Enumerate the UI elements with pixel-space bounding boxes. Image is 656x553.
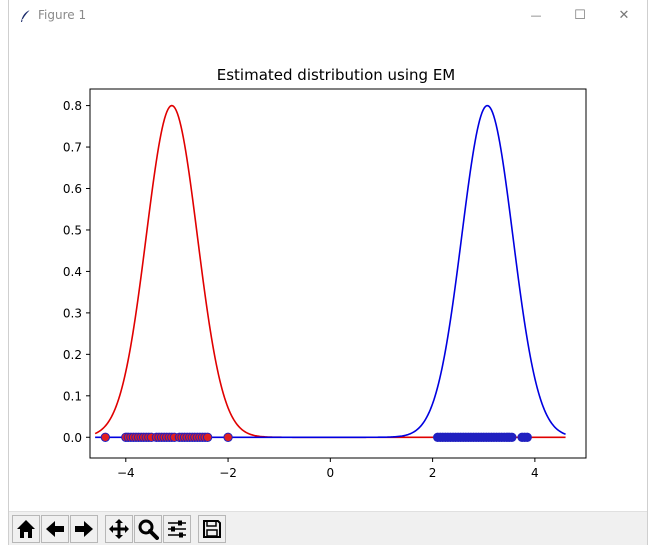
feather-icon — [19, 8, 33, 22]
x-tick-label: −2 — [219, 466, 237, 480]
navigation-toolbar — [9, 511, 647, 545]
chart-title: Estimated distribution using EM — [217, 66, 456, 84]
scatter-point-1-29 — [507, 432, 517, 442]
close-button[interactable]: ✕ — [601, 0, 647, 31]
x-tick-label: 0 — [327, 466, 335, 480]
minimize-icon: — — [530, 9, 542, 22]
back-button[interactable] — [41, 515, 69, 543]
arrow-right-icon — [75, 521, 93, 537]
y-tick-label: 0.0 — [63, 431, 82, 445]
chart-svg: Estimated distribution using EM −4 −2 0 2 4 0… — [63, 66, 587, 480]
plot-area — [94, 104, 566, 442]
x-tick-label: 4 — [531, 466, 539, 480]
axis-ticks: −4 −2 0 2 4 0.0 0.1 0.2 0.3 0.4 0.5 0.6 0.7 0.8 — [63, 99, 539, 480]
maximize-button[interactable]: ☐ — [557, 0, 603, 31]
series-line-1 — [95, 104, 566, 439]
y-tick-label: 0.3 — [63, 306, 82, 320]
move-icon — [109, 519, 129, 539]
home-button[interactable] — [12, 515, 40, 543]
scatter-point-0-31 — [202, 432, 213, 442]
y-tick-label: 0.1 — [63, 389, 82, 403]
forward-button[interactable] — [70, 515, 98, 543]
title-bar[interactable]: Figure 1 — ☐ ✕ — [9, 0, 647, 31]
minimize-button[interactable]: — — [513, 0, 559, 31]
figure-window: Figure 1 — ☐ ✕ Estimated distribution us… — [8, 0, 648, 545]
maximize-icon: ☐ — [574, 8, 586, 23]
y-tick-label: 0.5 — [63, 223, 82, 237]
save-button[interactable] — [198, 515, 226, 543]
floppy-disk-icon — [203, 520, 221, 538]
home-icon — [17, 520, 35, 538]
pan-button[interactable] — [105, 515, 133, 543]
background-window-edge — [0, 545, 656, 553]
y-tick-label: 0.7 — [63, 141, 82, 155]
scatter-point-1-32 — [522, 432, 532, 442]
window-title: Figure 1 — [38, 8, 87, 22]
scatter-point-0-0 — [100, 432, 111, 442]
configure-subplots-button[interactable] — [163, 515, 191, 543]
y-tick-label: 0.2 — [63, 348, 82, 362]
y-tick-label: 0.6 — [63, 182, 82, 196]
y-tick-label: 0.8 — [63, 99, 82, 113]
magnifier-icon — [138, 519, 159, 540]
series-line-0 — [94, 104, 566, 439]
x-tick-label: 2 — [429, 466, 437, 480]
axes-frame — [89, 88, 587, 459]
close-icon: ✕ — [618, 8, 630, 23]
y-tick-label: 0.4 — [63, 265, 82, 279]
zoom-button[interactable] — [134, 515, 162, 543]
arrow-left-icon — [46, 521, 64, 537]
figure-canvas[interactable]: Estimated distribution using EM −4 −2 0 2 4 0… — [9, 31, 647, 511]
scatter-point-0-32 — [223, 432, 233, 442]
sliders-icon — [168, 520, 186, 538]
x-tick-label: −4 — [117, 466, 135, 480]
